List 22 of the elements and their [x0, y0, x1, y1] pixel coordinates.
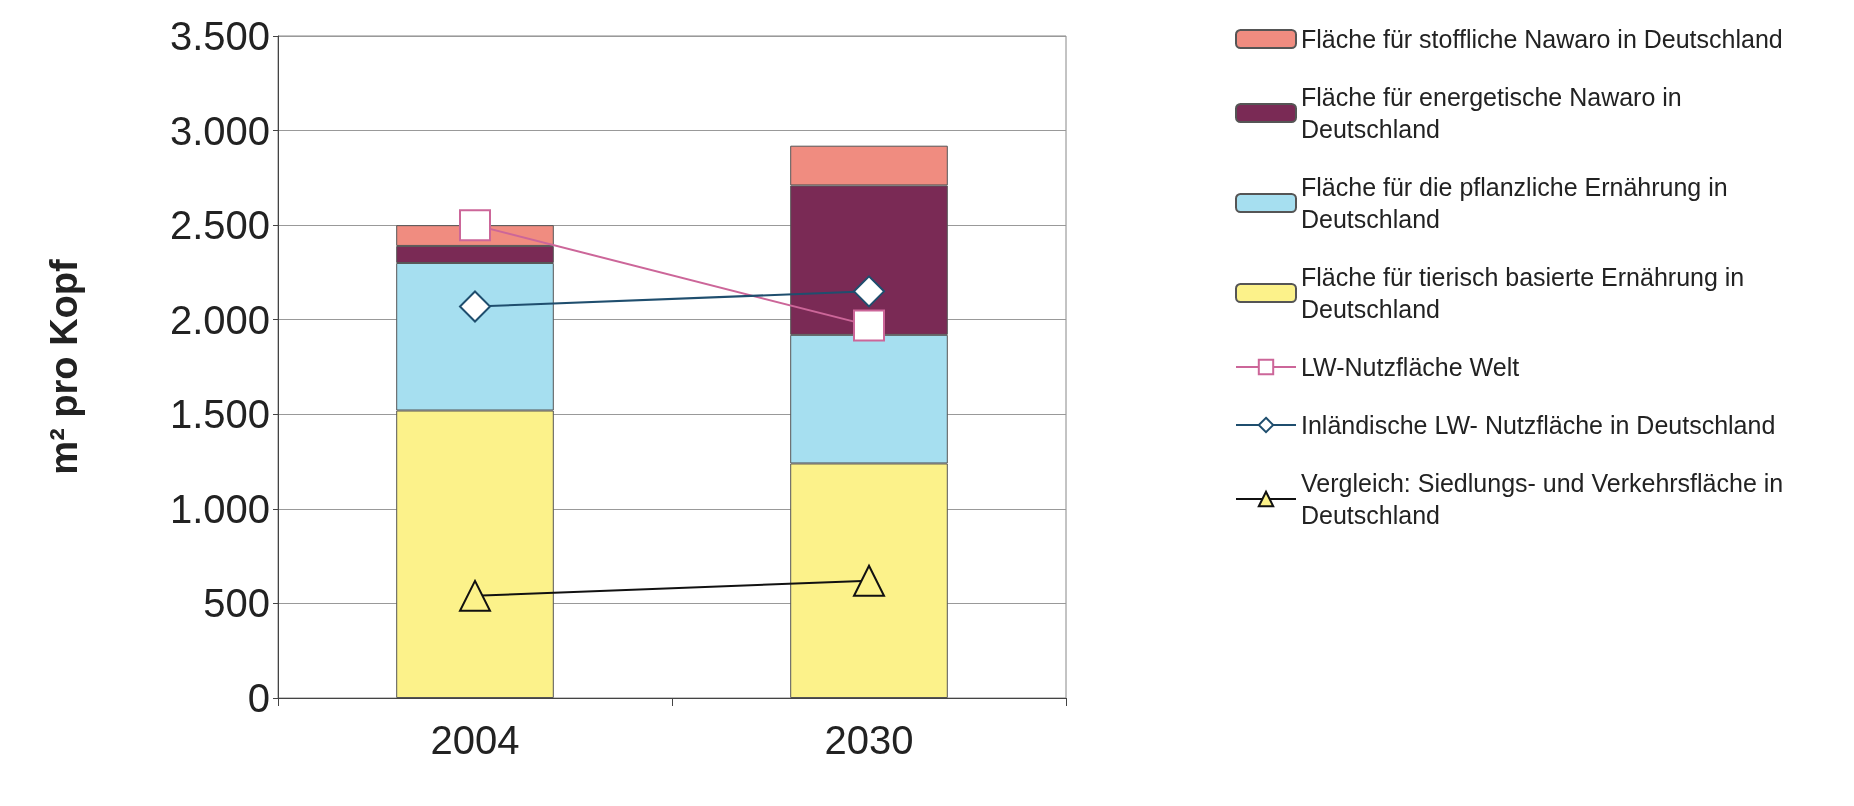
- legend-label: Vergleich: Siedlungs- und Verkehrsfläche in Deutschland: [1301, 469, 1791, 529]
- point: [459, 290, 491, 323]
- y-tick-label: 0: [247, 676, 270, 720]
- legend-label: Fläche für die pflanzliche Ernährung in Deutschland: [1301, 173, 1735, 233]
- legend-label: Inländische LW- Nutzfläche in Deutschland: [1301, 411, 1776, 439]
- legend-label: Fläche für tierisch basierte Ernährung in Deutschland: [1301, 263, 1752, 323]
- legend-label: Fläche für stoffliche Nawaro in Deutschland: [1301, 25, 1783, 53]
- point: [853, 309, 885, 342]
- point: [853, 275, 885, 308]
- point: [459, 209, 491, 242]
- y-tick-label: 1.500: [169, 392, 270, 437]
- y-tick-label: 3.500: [169, 14, 270, 58]
- y-tick-label: 3.000: [169, 108, 270, 153]
- y-tick-label: 500: [203, 581, 270, 626]
- legend-label: Fläche für energetische Nawaro in Deutschland: [1301, 83, 1689, 143]
- x-tick-label: 2030: [824, 718, 914, 762]
- y-tick-label: 2.000: [169, 297, 270, 342]
- x-tick-label: 2004: [430, 718, 520, 762]
- y-axis-title: m² pro Kopf: [43, 259, 85, 475]
- y-tick-label: 1.000: [169, 486, 270, 531]
- legend-label: LW-Nutzfläche Welt: [1301, 353, 1520, 381]
- y-tick-label: 2.500: [169, 203, 270, 248]
